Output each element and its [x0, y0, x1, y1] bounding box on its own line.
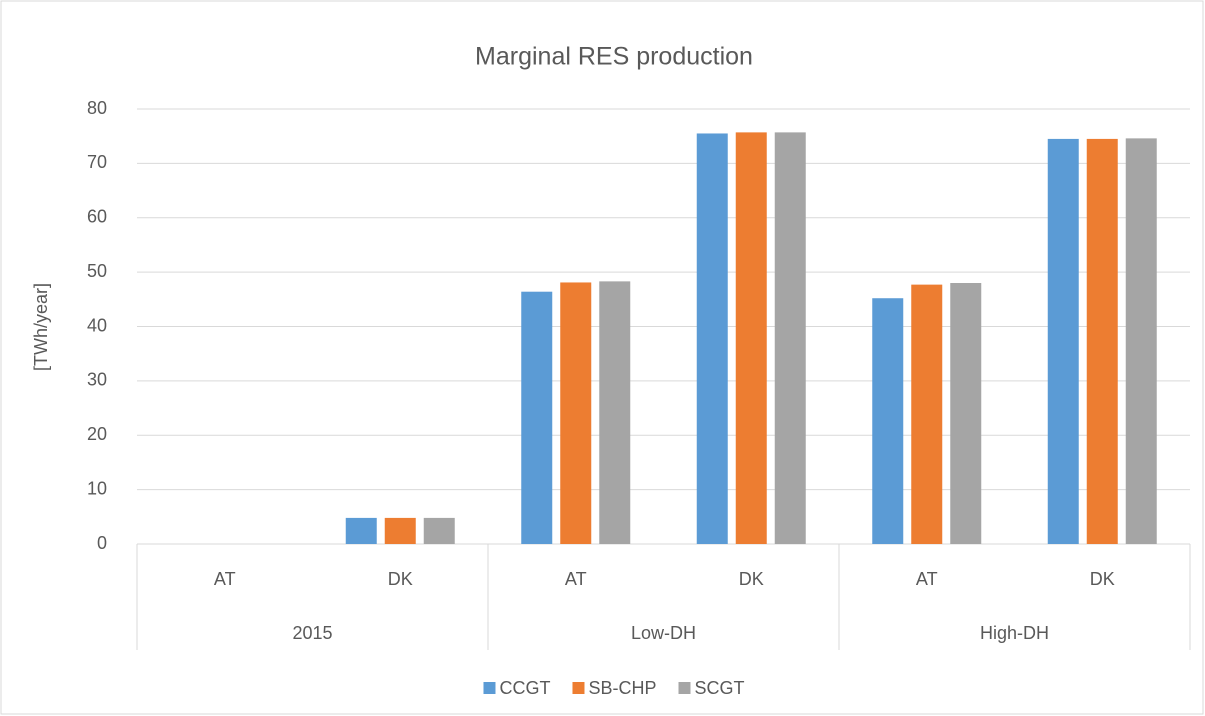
legend-swatch — [678, 682, 691, 694]
chart-title: Marginal RES production — [475, 43, 753, 71]
bar — [1125, 138, 1157, 545]
y-tick-label: 50 — [87, 261, 107, 281]
bar — [521, 291, 553, 544]
bar — [1047, 138, 1079, 544]
y-tick-label: 0 — [97, 533, 107, 553]
bar — [384, 517, 416, 544]
group-label: Low-DH — [631, 623, 696, 643]
y-tick-label: 80 — [87, 98, 107, 118]
legend-swatch — [483, 682, 496, 694]
y-tick-label: 30 — [87, 370, 107, 390]
bar — [774, 132, 806, 544]
bar — [950, 283, 982, 544]
legend-label: SCGT — [695, 678, 745, 698]
y-tick-label: 60 — [87, 207, 107, 227]
x-tick-label: DK — [1090, 569, 1115, 589]
y-tick-label: 20 — [87, 424, 107, 444]
y-axis-label: [TWh/year] — [31, 283, 51, 371]
bar — [560, 282, 592, 544]
bar — [423, 517, 455, 544]
x-tick-label: DK — [739, 569, 764, 589]
bar — [911, 284, 943, 544]
bar — [599, 281, 631, 544]
bar — [696, 133, 728, 544]
x-tick-label: DK — [388, 569, 413, 589]
bar — [872, 298, 904, 544]
x-tick-label: AT — [214, 569, 236, 589]
bar — [735, 132, 767, 544]
bar — [1086, 138, 1118, 544]
y-tick-label: 40 — [87, 315, 107, 335]
y-tick-label: 10 — [87, 478, 107, 498]
bar — [345, 517, 377, 544]
x-tick-label: AT — [916, 569, 938, 589]
group-label: High-DH — [980, 623, 1049, 643]
legend-swatch — [572, 682, 585, 694]
legend-label: CCGT — [499, 678, 550, 698]
y-tick-label: 70 — [87, 152, 107, 172]
x-tick-label: AT — [565, 569, 587, 589]
group-label: 2015 — [292, 623, 332, 643]
legend-label: SB-CHP — [588, 678, 656, 698]
